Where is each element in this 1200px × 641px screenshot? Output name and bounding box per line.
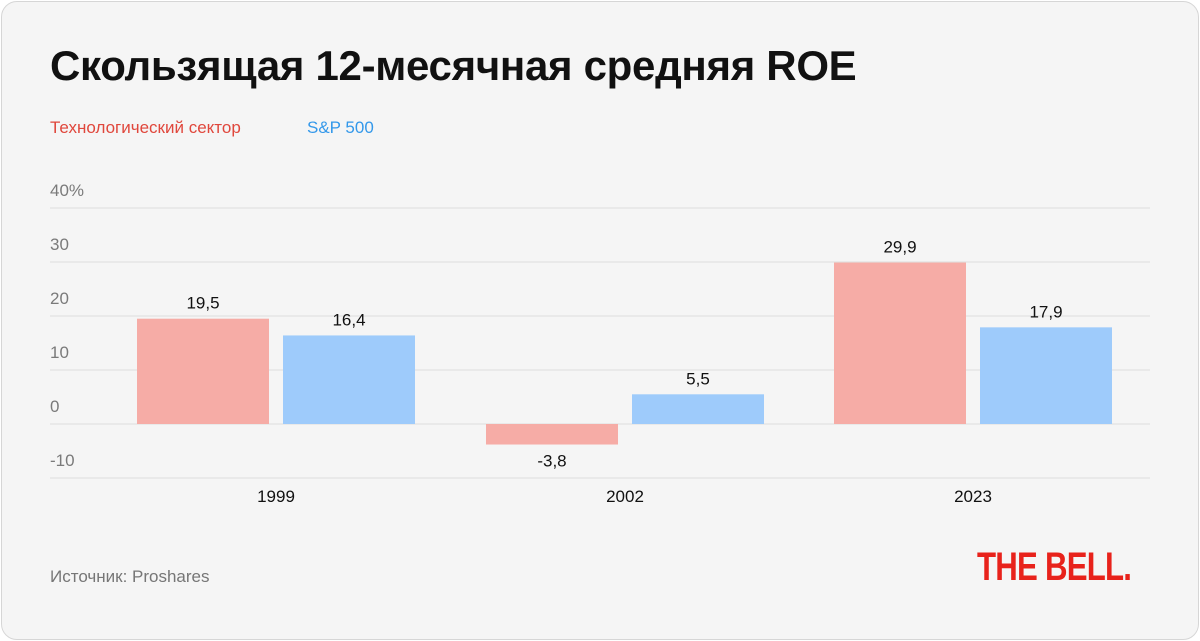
data-label: 29,9 [883, 238, 916, 257]
data-label: -3,8 [537, 452, 566, 471]
x-tick-label: 2002 [606, 487, 644, 506]
bar [834, 262, 966, 424]
x-tick-label: 2023 [954, 487, 992, 506]
legend-item-tech-sector: Технологический сектор [50, 118, 241, 137]
bar [486, 424, 618, 445]
the-bell-logo: THE BELL. [977, 545, 1132, 589]
data-label: 19,5 [186, 294, 219, 313]
bar [632, 394, 764, 424]
bar [283, 335, 415, 424]
data-label: 17,9 [1029, 302, 1062, 321]
y-tick-label: 0 [50, 397, 59, 416]
y-tick-label: 10 [50, 343, 69, 362]
bar [980, 327, 1112, 424]
y-tick-label: 30 [50, 235, 69, 254]
y-tick-label: 40% [50, 181, 84, 200]
y-tick-label: -10 [50, 451, 75, 470]
chart-title: Скользящая 12-месячная средняя ROE [50, 42, 857, 89]
source-note: Источник: Proshares [50, 567, 210, 586]
data-label: 16,4 [332, 310, 365, 329]
y-tick-label: 20 [50, 289, 69, 308]
x-tick-label: 1999 [257, 487, 295, 506]
data-label: 5,5 [686, 369, 710, 388]
legend-item-sp500: S&P 500 [307, 118, 374, 137]
bar [137, 318, 269, 424]
